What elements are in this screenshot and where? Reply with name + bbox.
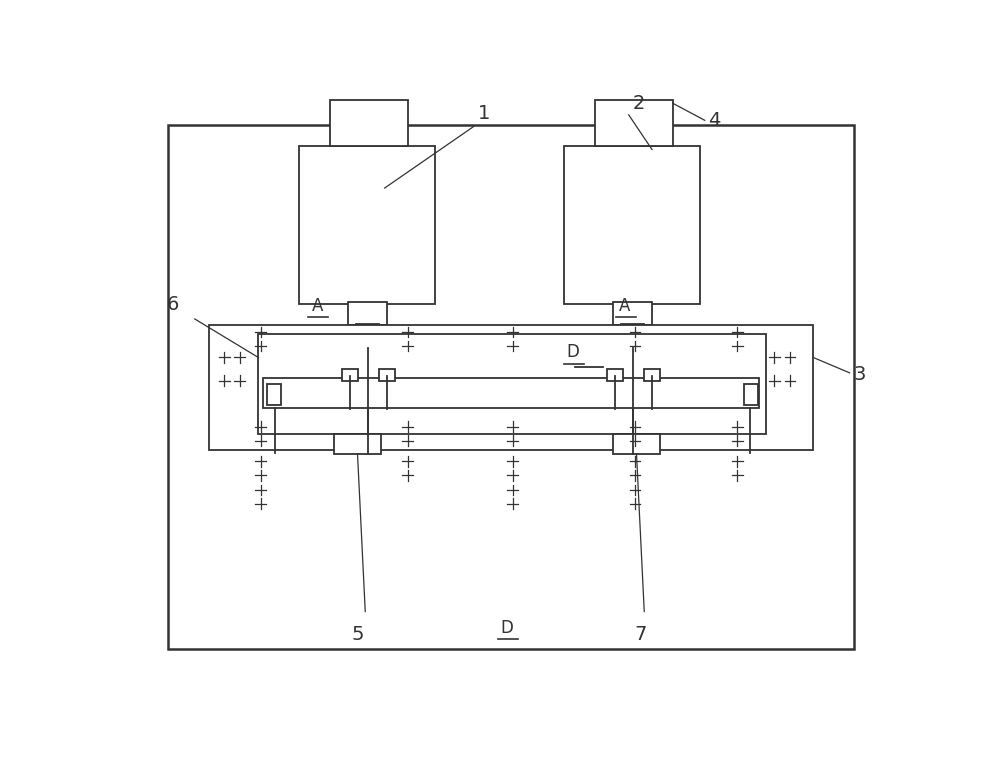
Bar (621, 324, 644, 348)
Text: 6: 6 (167, 295, 179, 314)
Text: 7: 7 (634, 626, 647, 644)
Text: D: D (501, 619, 514, 637)
Bar (356, 324, 379, 348)
Text: D: D (567, 343, 579, 361)
Bar (299, 145, 435, 304)
Text: 5: 5 (351, 626, 364, 644)
Bar (258, 334, 766, 435)
Bar (607, 369, 623, 380)
Bar (744, 383, 758, 405)
Bar (168, 125, 854, 649)
Bar (595, 99, 673, 145)
Bar (267, 383, 281, 405)
Bar (613, 302, 652, 325)
Text: A: A (312, 297, 323, 315)
Text: 1: 1 (478, 104, 490, 123)
Bar (263, 378, 759, 408)
Bar (342, 369, 358, 380)
Bar (644, 369, 660, 380)
Bar (348, 302, 387, 325)
Bar (564, 145, 700, 304)
Bar (330, 99, 408, 145)
Text: 4: 4 (708, 111, 720, 130)
Bar (209, 325, 813, 450)
Text: 2: 2 (633, 93, 645, 112)
Bar (613, 435, 660, 454)
Bar (379, 369, 395, 380)
Text: 3: 3 (854, 365, 866, 384)
Bar (334, 435, 381, 454)
Text: A: A (619, 297, 631, 315)
